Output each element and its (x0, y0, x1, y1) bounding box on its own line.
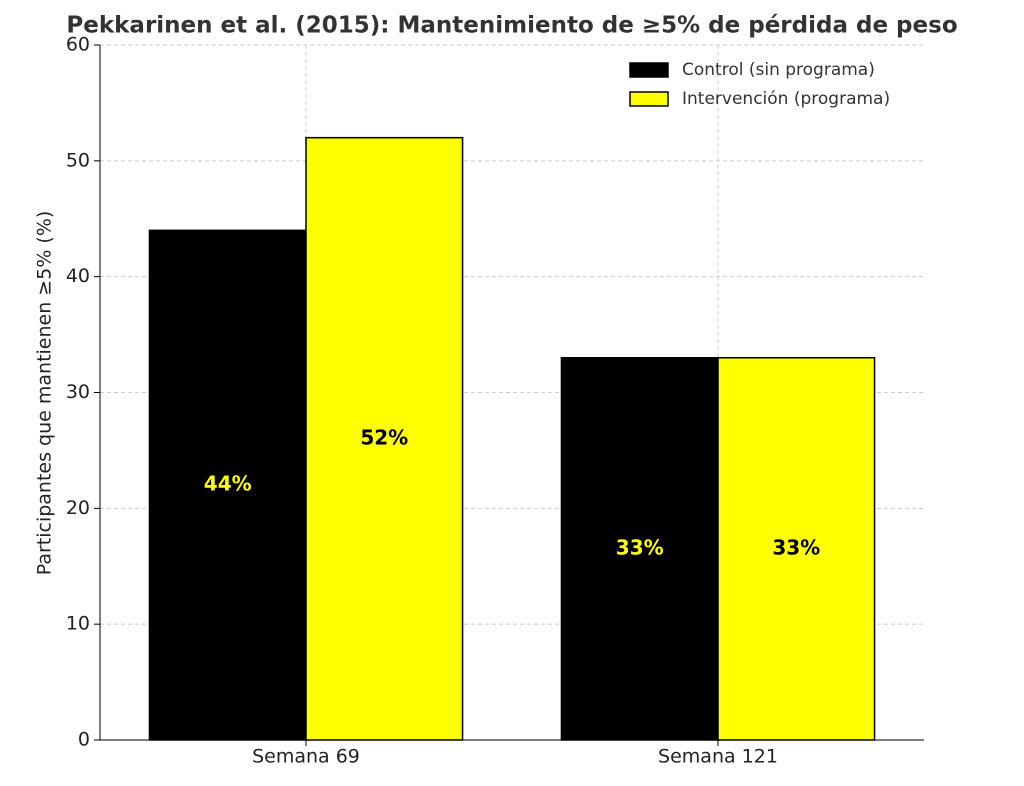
value-label: 33% (616, 535, 664, 559)
x-tick-label: Semana 69 (252, 746, 360, 768)
legend-label: Intervención (programa) (682, 89, 890, 109)
value-label: 44% (204, 472, 252, 496)
value-label: 52% (360, 425, 408, 449)
y-tick-label: 30 (66, 381, 90, 403)
y-tick-label: 20 (66, 497, 90, 519)
value-label: 33% (772, 535, 820, 559)
y-tick-label: 10 (66, 613, 90, 635)
x-tick-label: Semana 121 (658, 746, 778, 768)
y-tick-label: 50 (66, 149, 90, 171)
y-tick-label: 60 (66, 34, 90, 56)
bar (305, 136, 464, 741)
legend-swatch (629, 91, 669, 107)
bar (148, 229, 307, 741)
bar (560, 357, 719, 741)
y-tick-label: 0 (78, 729, 90, 751)
legend-label: Control (sin programa) (682, 60, 875, 80)
bar (717, 357, 876, 741)
y-axis-label: Participantes que mantienen ≥5% (%) (34, 211, 56, 576)
y-tick-label: 40 (66, 265, 90, 287)
chart-title: Pekkarinen et al. (2015): Mantenimiento … (66, 13, 957, 39)
legend-swatch (629, 62, 669, 78)
